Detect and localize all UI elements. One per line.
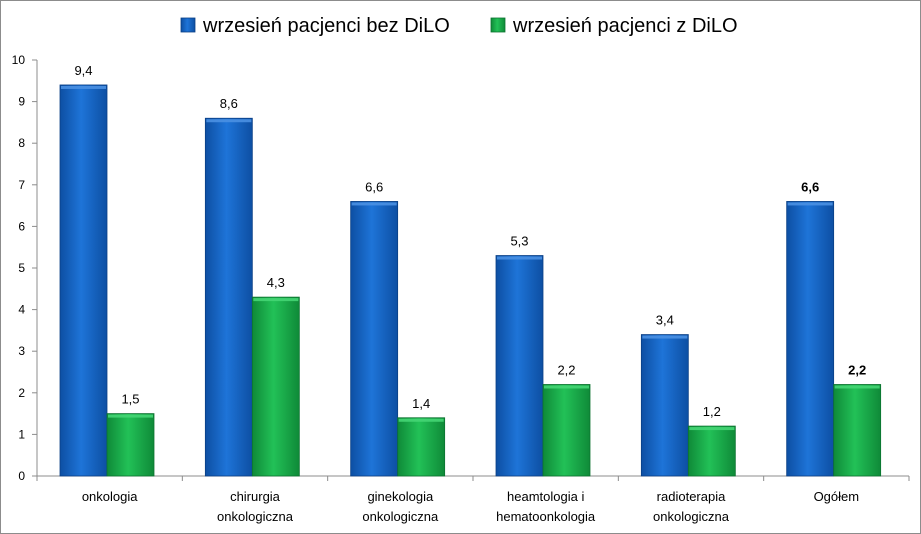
data-label: 6,6 [365, 179, 383, 194]
bar-1-5 [833, 384, 882, 477]
bar-top-highlight [206, 119, 252, 123]
bar-top-highlight [108, 414, 153, 418]
bar [495, 255, 544, 477]
bar-1-0 [106, 413, 155, 477]
x-tick-label: radioterapia onkologiczna [653, 489, 730, 524]
x-tick-label-line: onkologiczna [653, 509, 730, 524]
bar-top-highlight [544, 385, 589, 389]
data-label: 4,3 [267, 275, 285, 290]
bar [542, 384, 591, 477]
bar-1-1 [251, 296, 300, 477]
data-label: 1,2 [703, 404, 721, 419]
bar-1-4 [687, 425, 736, 477]
bar [350, 201, 399, 477]
bar [251, 296, 300, 477]
y-tick-label: 3 [18, 344, 25, 358]
bar-0-4 [640, 334, 689, 477]
bar-top-highlight [787, 202, 833, 206]
data-label: 2,2 [557, 362, 575, 377]
data-label: 2,2 [848, 362, 866, 377]
bar [204, 117, 253, 477]
bar-top-highlight [398, 418, 444, 422]
x-tick-label-line: heamtologia i [507, 489, 584, 504]
y-tick-label: 2 [18, 386, 25, 400]
x-tick-label-line: chirurgia [230, 489, 281, 504]
bar [397, 417, 446, 477]
bar-1-3 [542, 384, 591, 477]
y-tick-label: 8 [18, 136, 25, 150]
bar-top-highlight [351, 202, 397, 206]
x-tick-label-line: onkologia [82, 489, 138, 504]
legend-swatch [490, 17, 506, 33]
data-label: 1,4 [412, 396, 430, 411]
data-label: 6,6 [801, 179, 819, 194]
bar-0-0 [59, 84, 108, 477]
x-tick-label-line: onkologiczna [217, 509, 294, 524]
bar-0-1 [204, 117, 253, 477]
bar-1-2 [397, 417, 446, 477]
bar-top-highlight [61, 85, 106, 89]
x-tick-label: Ogółem [814, 489, 860, 504]
y-tick-label: 10 [12, 53, 26, 67]
y-tick-label: 7 [18, 178, 25, 192]
data-label: 5,3 [510, 234, 528, 249]
legend: wrzesień pacjenci bez DiLO wrzesień pacje… [180, 15, 738, 37]
legend-item-0: wrzesień pacjenci bez DiLO [180, 15, 450, 37]
data-label: 1,5 [121, 392, 139, 407]
y-tick-label: 6 [18, 219, 25, 233]
data-labels: 9,4 8,6 6,6 5,3 3,4 6,6 1,5 4,3 1,4 2,2 1,2 2,2 [74, 63, 866, 419]
y-tick-label: 0 [18, 469, 25, 483]
bar-0-2 [350, 201, 399, 477]
legend-swatch [180, 17, 196, 33]
bar-0-3 [495, 255, 544, 477]
x-tick-label-line: onkologiczna [362, 509, 439, 524]
x-tick-label-line: hematoonkologia [496, 509, 596, 524]
legend-label: wrzesień pacjenci z DiLO [512, 15, 738, 37]
y-tick-label: 4 [18, 303, 25, 317]
legend-label: wrzesień pacjenci bez DiLO [202, 15, 450, 37]
y-tick-label: 5 [18, 261, 25, 275]
bar-top-highlight [497, 256, 542, 260]
x-tick-label: heamtologia i hematoonkologia [496, 489, 596, 524]
x-tick-label: chirurgia onkologiczna [217, 489, 294, 524]
data-label: 8,6 [220, 96, 238, 111]
data-label: 9,4 [74, 63, 92, 78]
x-tick-label-line: ginekologia [367, 489, 434, 504]
bar [59, 84, 108, 477]
data-label: 3,4 [656, 313, 674, 328]
y-tick-label: 9 [18, 95, 25, 109]
bar-top-highlight [689, 427, 735, 431]
bars [59, 84, 882, 477]
bar [786, 201, 835, 477]
bar [640, 334, 689, 477]
bar-top-highlight [834, 385, 880, 389]
x-tick-label-line: Ogółem [814, 489, 860, 504]
x-tick-label-line: radioterapia [657, 489, 726, 504]
bar-0-5 [786, 201, 835, 477]
bar [833, 384, 882, 477]
legend-item-1: wrzesień pacjenci z DiLO [490, 15, 738, 37]
bar-top-highlight [253, 298, 299, 302]
axes: 0 1 2 3 4 5 6 7 8 9 10 onkologia chirurgia onkologicz… [12, 53, 910, 524]
bar [687, 425, 736, 477]
x-tick-label: onkologia [82, 489, 138, 504]
bar-top-highlight [642, 335, 688, 339]
bar [106, 413, 155, 477]
y-tick-label: 1 [18, 427, 25, 441]
x-tick-label: ginekologia onkologiczna [362, 489, 439, 524]
